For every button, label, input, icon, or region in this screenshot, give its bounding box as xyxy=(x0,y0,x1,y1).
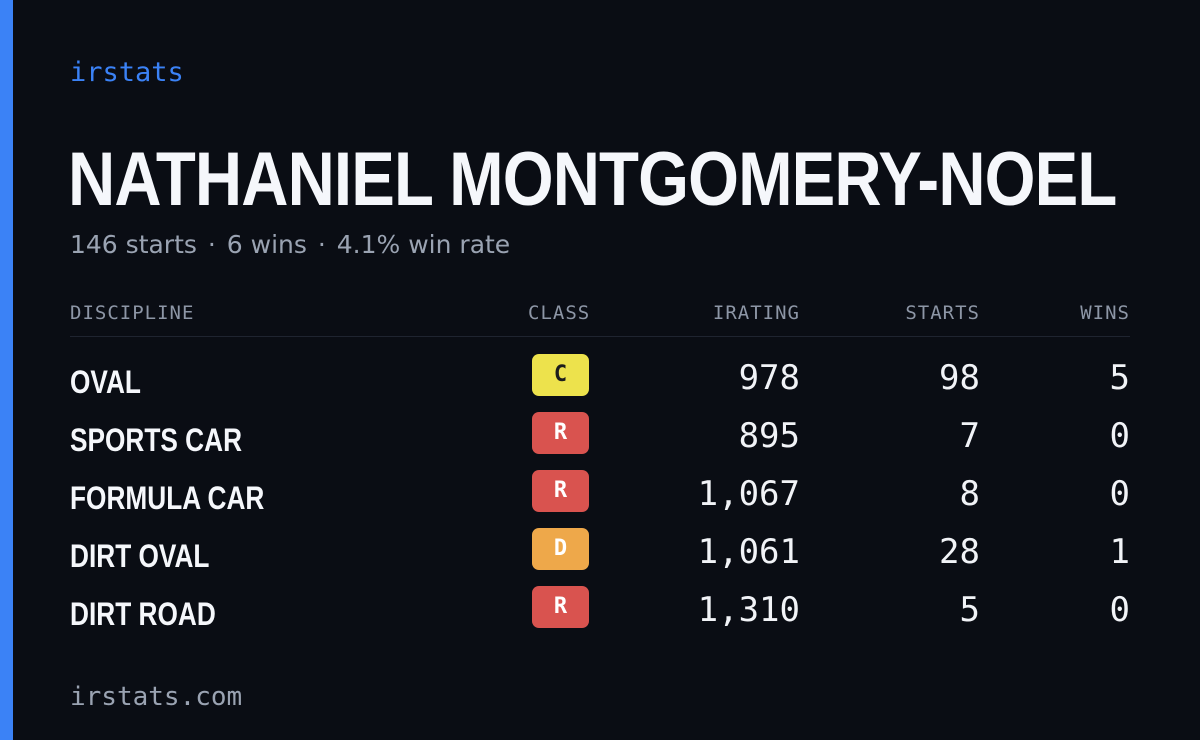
license-class-badge: R xyxy=(532,412,589,454)
table-row: DIRT ROAD R 1,310 5 0 xyxy=(0,586,1200,644)
player-name: NATHANIEL MONTGOMERY-NOEL xyxy=(68,137,1117,222)
irating-value: 1,310 xyxy=(697,590,800,630)
starts-value: 28 xyxy=(939,532,980,572)
license-class-badge: R xyxy=(532,470,589,512)
irating-value: 895 xyxy=(738,416,800,456)
discipline-name: OVAL xyxy=(70,364,141,400)
wins-value: 0 xyxy=(1109,474,1130,514)
footer-domain: irstats.com xyxy=(70,682,243,712)
discipline-name: SPORTS CAR xyxy=(70,422,243,458)
starts-count: 146 starts xyxy=(70,230,197,259)
license-class-badge: C xyxy=(532,354,589,396)
discipline-name: DIRT ROAD xyxy=(70,596,216,632)
column-header-wins: WINS xyxy=(1080,302,1130,324)
wins-value: 0 xyxy=(1109,416,1130,456)
separator: · xyxy=(207,230,216,259)
irating-value: 978 xyxy=(738,358,800,398)
header-divider xyxy=(70,336,1130,337)
wins-value: 1 xyxy=(1109,532,1130,572)
brand-logo: irstats xyxy=(70,57,184,88)
wins-value: 0 xyxy=(1109,590,1130,630)
starts-value: 7 xyxy=(959,416,980,456)
starts-value: 98 xyxy=(939,358,980,398)
license-class-badge: D xyxy=(532,528,589,570)
irating-value: 1,067 xyxy=(697,474,800,514)
player-summary: 146 starts · 6 wins · 4.1% win rate xyxy=(70,228,510,262)
starts-value: 8 xyxy=(959,474,980,514)
table-row: FORMULA CAR R 1,067 8 0 xyxy=(0,470,1200,528)
irating-value: 1,061 xyxy=(697,532,800,572)
column-header-discipline: DISCIPLINE xyxy=(70,302,195,324)
license-class-badge: R xyxy=(532,586,589,628)
accent-bar xyxy=(0,0,13,740)
column-header-irating: IRATING xyxy=(712,302,800,324)
wins-count: 6 wins xyxy=(226,230,307,259)
column-header-class: CLASS xyxy=(528,302,591,324)
starts-value: 5 xyxy=(959,590,980,630)
column-header-starts: STARTS xyxy=(905,302,980,324)
win-rate: 4.1% win rate xyxy=(336,230,511,259)
table-row: DIRT OVAL D 1,061 28 1 xyxy=(0,528,1200,586)
table-row: OVAL C 978 98 5 xyxy=(0,354,1200,412)
wins-value: 5 xyxy=(1109,358,1130,398)
discipline-name: FORMULA CAR xyxy=(70,480,265,516)
discipline-name: DIRT OVAL xyxy=(70,538,210,574)
table-row: SPORTS CAR R 895 7 0 xyxy=(0,412,1200,470)
separator: · xyxy=(317,230,326,259)
